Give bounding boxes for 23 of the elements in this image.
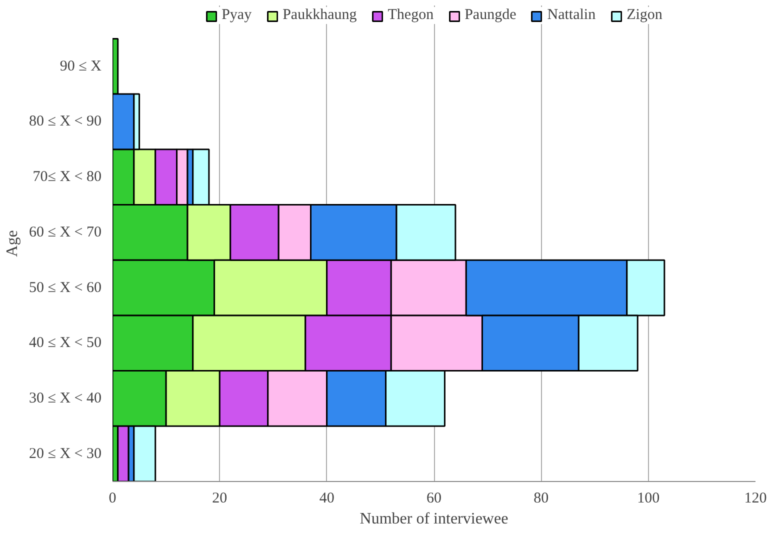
legend-label: Thegon <box>388 7 434 24</box>
y-tick-label: 70≤ X < 80 <box>32 169 102 186</box>
y-tick-label: 50 ≤ X < 60 <box>28 280 102 296</box>
x-tick-label: 60 <box>426 490 442 506</box>
y-axis-title: Age <box>4 230 21 257</box>
x-tick-label: 100 <box>637 490 660 506</box>
x-tick-label: 20 <box>212 490 228 506</box>
x-tick-label: 120 <box>744 490 767 506</box>
y-tick-label: 40 ≤ X < 50 <box>28 335 102 352</box>
y-tick-label: 90 ≤ X <box>60 58 102 74</box>
legend-label: Nattalin <box>547 7 596 24</box>
y-tick-label: 80 ≤ X < 90 <box>28 114 102 130</box>
legend-label: Pyay <box>222 7 252 24</box>
y-tick-label: 30 ≤ X < 40 <box>28 390 102 406</box>
y-tick-label: 20 ≤ X < 30 <box>28 446 102 462</box>
y-tick-label: 60 ≤ X < 70 <box>28 224 102 240</box>
x-tick-label: 40 <box>319 490 334 506</box>
x-tick-label: 0 <box>108 490 116 506</box>
legend-label: Paungde <box>464 7 516 24</box>
legend-label: Zigon <box>626 7 662 24</box>
x-axis-title: Number of interviewee <box>360 510 508 528</box>
legend-label: Paukkhaung <box>282 7 357 24</box>
x-tick-label: 80 <box>534 490 549 506</box>
